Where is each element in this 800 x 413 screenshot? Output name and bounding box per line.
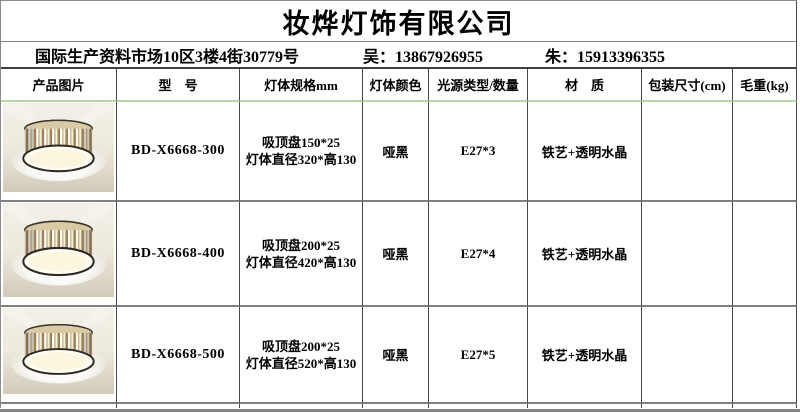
partial-row-cell — [642, 404, 733, 408]
cell-spec: 吸顶盘200*25 灯体直径420*高130 — [240, 202, 363, 307]
cell-body-color: 哑黑 — [363, 202, 429, 307]
product-image-cell — [1, 307, 117, 404]
header-light-source: 光源类型/数量 — [429, 69, 528, 102]
header-spec: 灯体规格mm — [240, 69, 363, 102]
header-package-size: 包装尺寸(cm) — [642, 69, 733, 102]
cell-body-color: 哑黑 — [363, 102, 429, 202]
company-title-row: 妆烨灯饰有限公司 — [1, 1, 797, 42]
ceiling-lamp-image — [3, 308, 114, 394]
partial-row-cell — [429, 404, 528, 408]
cell-package-size — [642, 202, 733, 307]
ceiling-lamp-image — [3, 103, 114, 192]
partial-row-cell — [240, 404, 363, 408]
cell-spec: 吸顶盘150*25 灯体直径320*高130 — [240, 102, 363, 202]
cell-material: 铁艺+透明水晶 — [528, 202, 642, 307]
product-image-cell — [1, 102, 117, 202]
cell-light-source: E27*5 — [429, 307, 528, 404]
spec-line1: 吸顶盘150*25 — [261, 135, 340, 150]
header-material: 材 质 — [528, 69, 642, 102]
spec-line1: 吸顶盘200*25 — [261, 237, 340, 253]
header-model: 型 号 — [117, 69, 240, 102]
partial-row-cell — [733, 404, 797, 408]
contact-phone-zhu: 朱：15913396355 — [545, 48, 666, 66]
cell-model: BD-X6668-300 — [117, 102, 240, 202]
header-gross-weight: 毛重(kg) — [733, 69, 797, 102]
company-title: 妆烨灯饰有限公司 — [282, 8, 515, 39]
cell-light-source: E27*4 — [429, 202, 528, 307]
spec-line1: 吸顶盘200*25 — [261, 338, 340, 354]
partial-row-cell — [117, 404, 240, 408]
partial-row-cell — [1, 404, 117, 408]
cell-material: 铁艺+透明水晶 — [528, 102, 642, 202]
contact-phone-wu: 吴：13867926955 — [363, 48, 484, 66]
product-image-cell — [1, 202, 117, 307]
partial-row-cell — [528, 404, 642, 408]
ceiling-lamp-image — [3, 203, 114, 297]
cell-body-color: 哑黑 — [363, 307, 429, 404]
partial-row-cell — [363, 404, 429, 408]
product-table: 产品图片 型 号 灯体规格mm 灯体颜色 光源类型/数量 材 质 包装尺寸(cm… — [1, 69, 797, 408]
cell-gross-weight — [733, 102, 797, 202]
cell-spec: 吸顶盘200*25 灯体直径520*高130 — [240, 307, 363, 404]
spec-line2: 灯体直径520*高130 — [245, 355, 357, 371]
cell-model: BD-X6668-500 — [117, 307, 240, 404]
cell-gross-weight — [733, 202, 797, 307]
cell-light-source: E27*3 — [429, 102, 528, 202]
cell-package-size — [642, 102, 733, 202]
header-body-color: 灯体颜色 — [363, 69, 429, 102]
cell-material: 铁艺+透明水晶 — [528, 307, 642, 404]
market-address: 国际生产资料市场10区3楼4街30779号 — [35, 48, 300, 66]
spec-line2: 灯体直径420*高130 — [245, 254, 357, 270]
cell-model: BD-X6668-400 — [117, 202, 240, 307]
bottom-section-border — [0, 409, 800, 412]
cell-package-size — [642, 307, 733, 404]
header-product-image: 产品图片 — [1, 69, 117, 102]
contact-row: 国际生产资料市场10区3楼4街30779号 吴：13867926955 朱：15… — [1, 42, 797, 69]
spec-line2: 灯体直径320*高130 — [245, 152, 357, 167]
cell-gross-weight — [733, 307, 797, 404]
